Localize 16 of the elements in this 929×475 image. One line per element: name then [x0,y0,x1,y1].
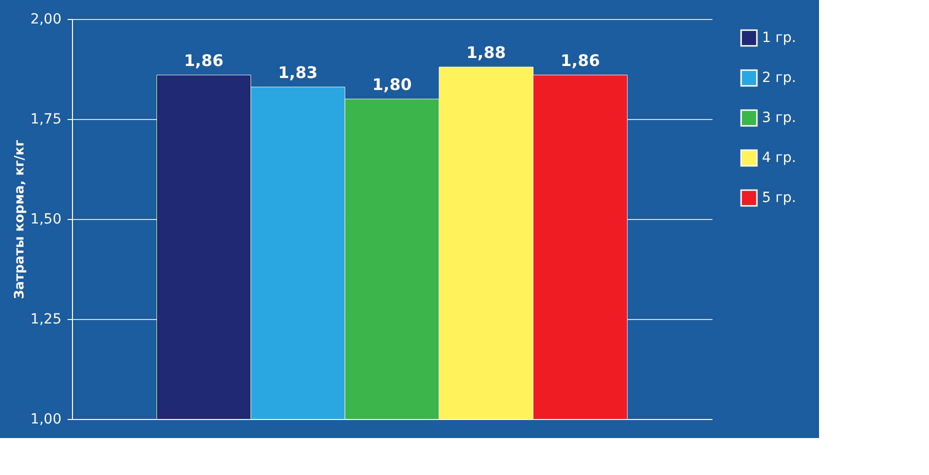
y-tick-label: 1,50 [30,212,62,228]
data-label: 1,83 [278,63,318,82]
y-tick-label: 2,00 [30,12,62,28]
data-label: 1,88 [466,43,506,62]
data-label: 1,86 [560,51,600,70]
y-tick-label: 1,00 [30,412,62,428]
legend-label: 4 гр. [762,150,796,166]
y-axis-title: Затраты корма, кг/кг [12,140,28,300]
legend-label: 3 гр. [762,110,796,126]
data-label: 1,86 [184,51,224,70]
legend-label: 5 гр. [762,190,796,206]
legend-label: 1 гр. [762,30,796,46]
data-label: 1,80 [372,75,412,94]
y-tick-label: 1,75 [30,112,62,128]
legend-label: 2 гр. [762,70,796,86]
y-tick-label: 1,25 [30,312,62,328]
